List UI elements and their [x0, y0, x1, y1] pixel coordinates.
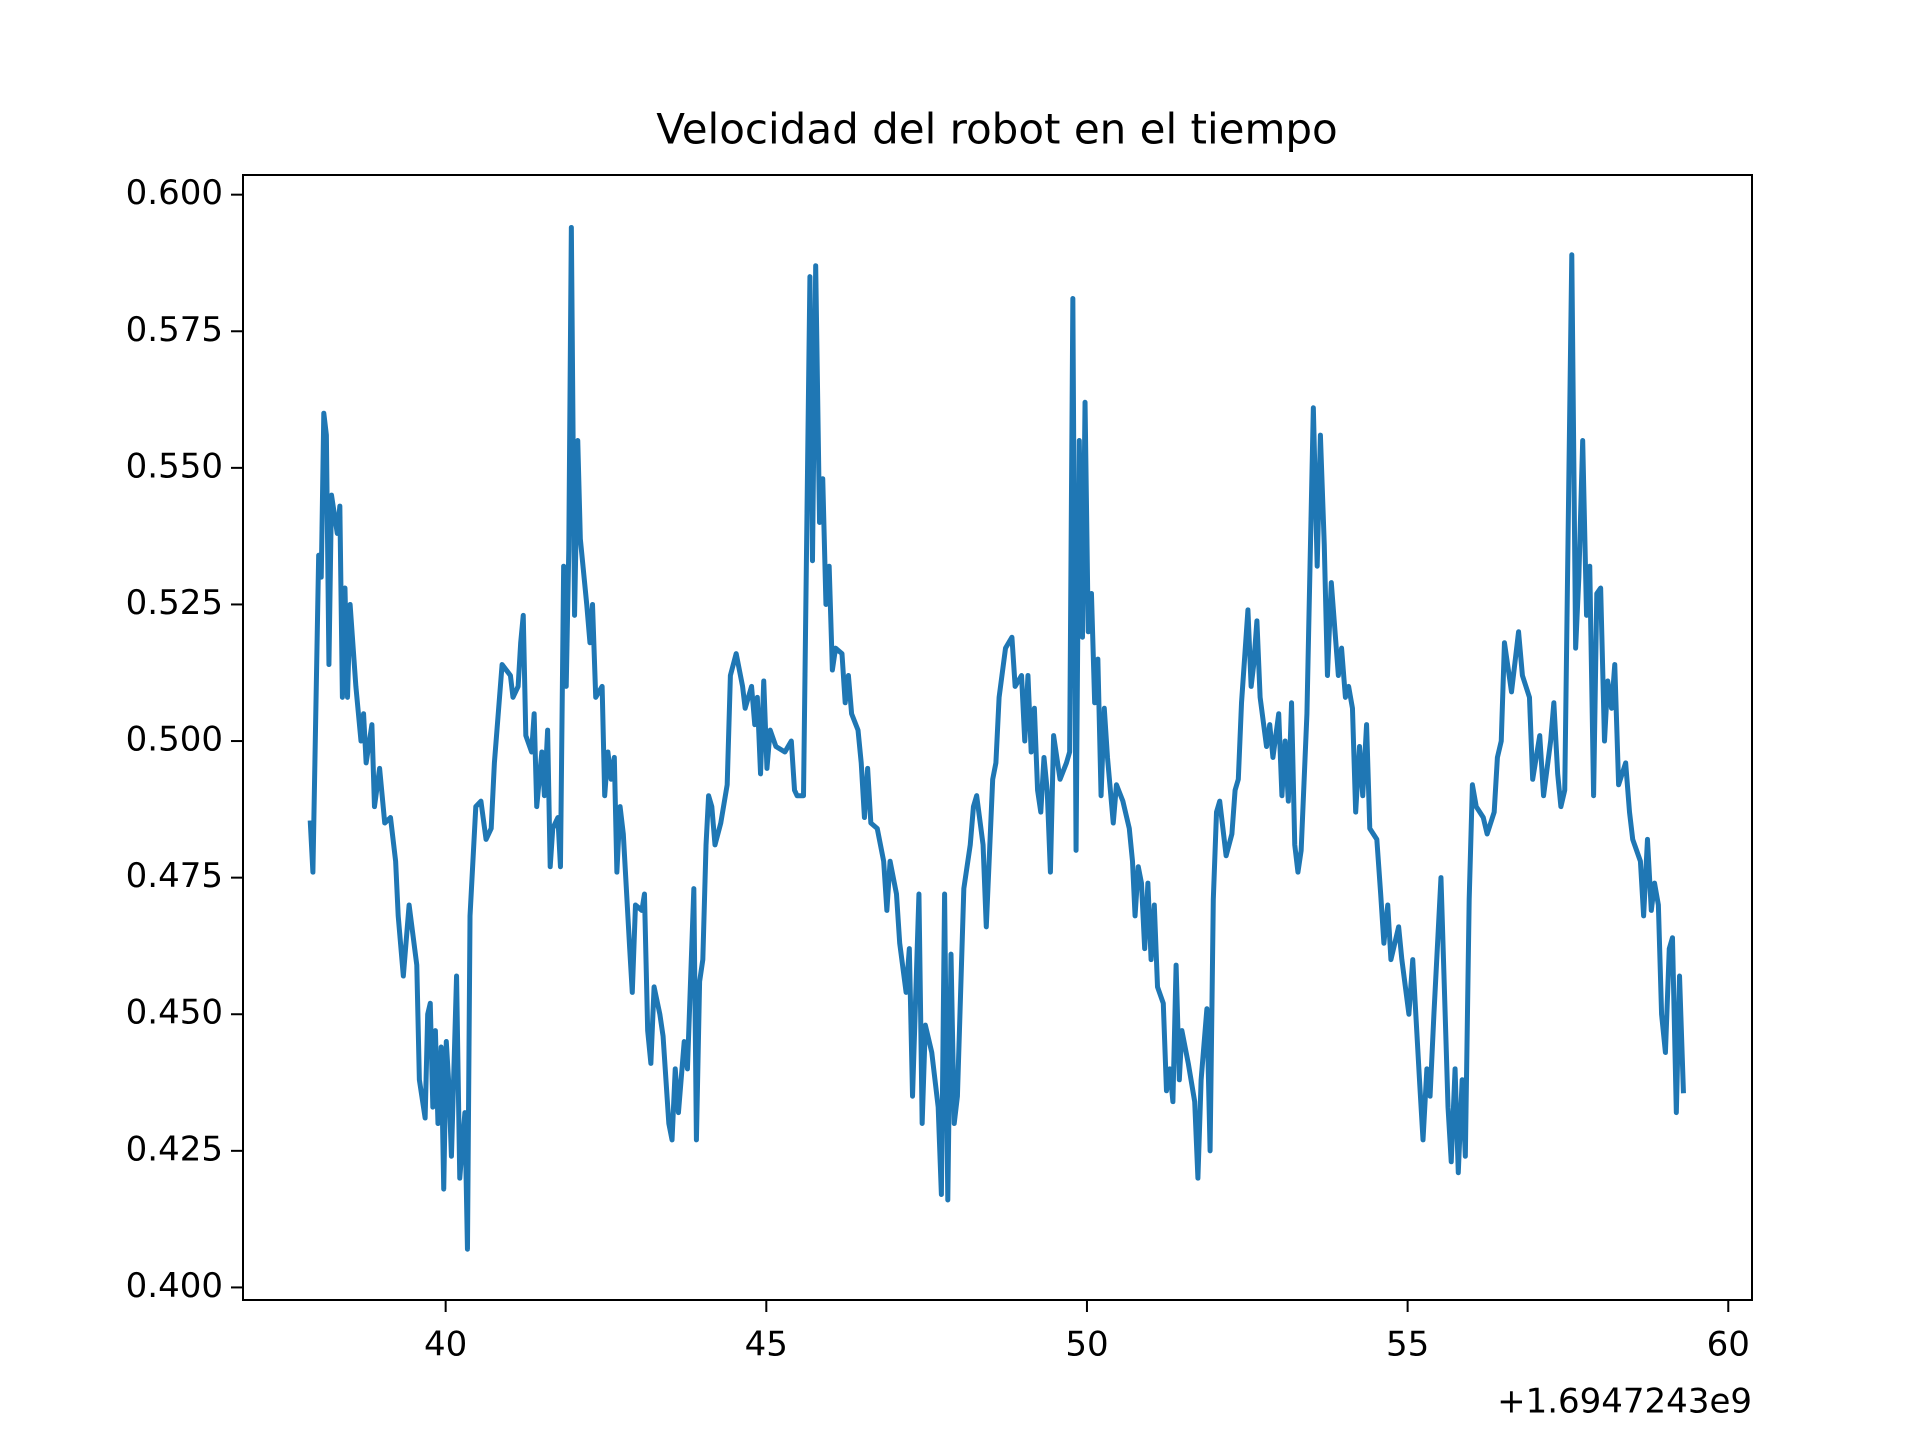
x-tick-label: 45 — [745, 1325, 788, 1365]
x-tick-label: 60 — [1707, 1325, 1750, 1365]
y-tick-label: 0.400 — [126, 1266, 223, 1306]
y-tick-label: 0.475 — [126, 856, 223, 896]
x-tick-label: 40 — [424, 1325, 467, 1365]
chart-title: Velocidad del robot en el tiempo — [656, 105, 1338, 154]
y-tick-label: 0.500 — [126, 720, 223, 760]
x-offset-label: +1.6947243e9 — [1497, 1382, 1752, 1422]
axes-frame — [242, 174, 1753, 1301]
y-tick-label: 0.450 — [126, 993, 223, 1033]
data-line — [307, 224, 1686, 1252]
y-tick-label: 0.575 — [126, 310, 223, 350]
y-tick-label: 0.525 — [126, 583, 223, 623]
x-tick-label: 50 — [1065, 1325, 1108, 1365]
y-tick-label: 0.425 — [126, 1129, 223, 1169]
plot-area — [307, 224, 1686, 1252]
y-tick-label: 0.600 — [126, 173, 223, 213]
y-tick-label: 0.550 — [126, 446, 223, 486]
x-tick-label: 55 — [1386, 1325, 1429, 1365]
